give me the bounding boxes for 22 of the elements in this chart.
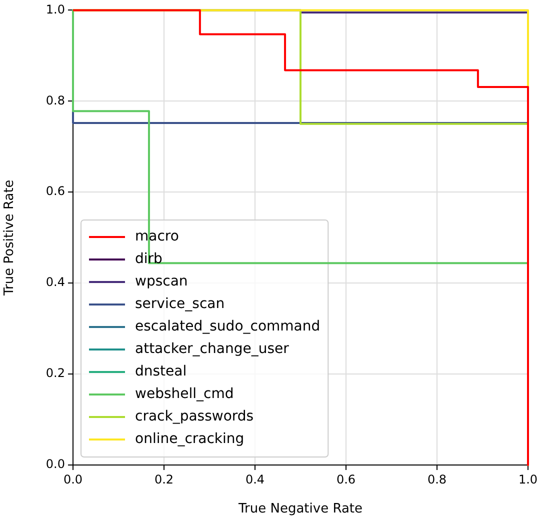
legend-label: service_scan bbox=[135, 296, 225, 312]
legend-label: crack_passwords bbox=[135, 408, 254, 425]
y-tick-label: 0.6 bbox=[46, 184, 65, 198]
y-axis-title: True Positive Rate bbox=[2, 180, 18, 297]
y-tick-label: 0.8 bbox=[46, 93, 65, 108]
y-tick-label: 0.0 bbox=[46, 457, 65, 472]
legend-label: attacker_change_user bbox=[135, 341, 290, 358]
y-tick-label: 0.2 bbox=[46, 366, 65, 380]
y-tick-label: 1.0 bbox=[46, 2, 65, 16]
x-tick-label: 1.0 bbox=[518, 472, 538, 486]
x-tick-label: 0.4 bbox=[245, 472, 265, 486]
x-tick-label: 0.8 bbox=[427, 472, 447, 486]
x-tick-label: 0.0 bbox=[63, 472, 83, 486]
x-tick-label: 0.6 bbox=[336, 472, 356, 486]
x-tick-label: 0.2 bbox=[154, 472, 174, 486]
y-tick-label: 0.4 bbox=[46, 275, 65, 290]
legend-label: escalated_sudo_command bbox=[135, 318, 320, 335]
legend-label: webshell_cmd bbox=[135, 386, 234, 402]
legend-label: dnsteal bbox=[135, 364, 187, 380]
legend-label: online_cracking bbox=[135, 431, 244, 448]
legend-label: wpscan bbox=[135, 274, 188, 290]
x-axis-title: True Negative Rate bbox=[237, 502, 363, 517]
